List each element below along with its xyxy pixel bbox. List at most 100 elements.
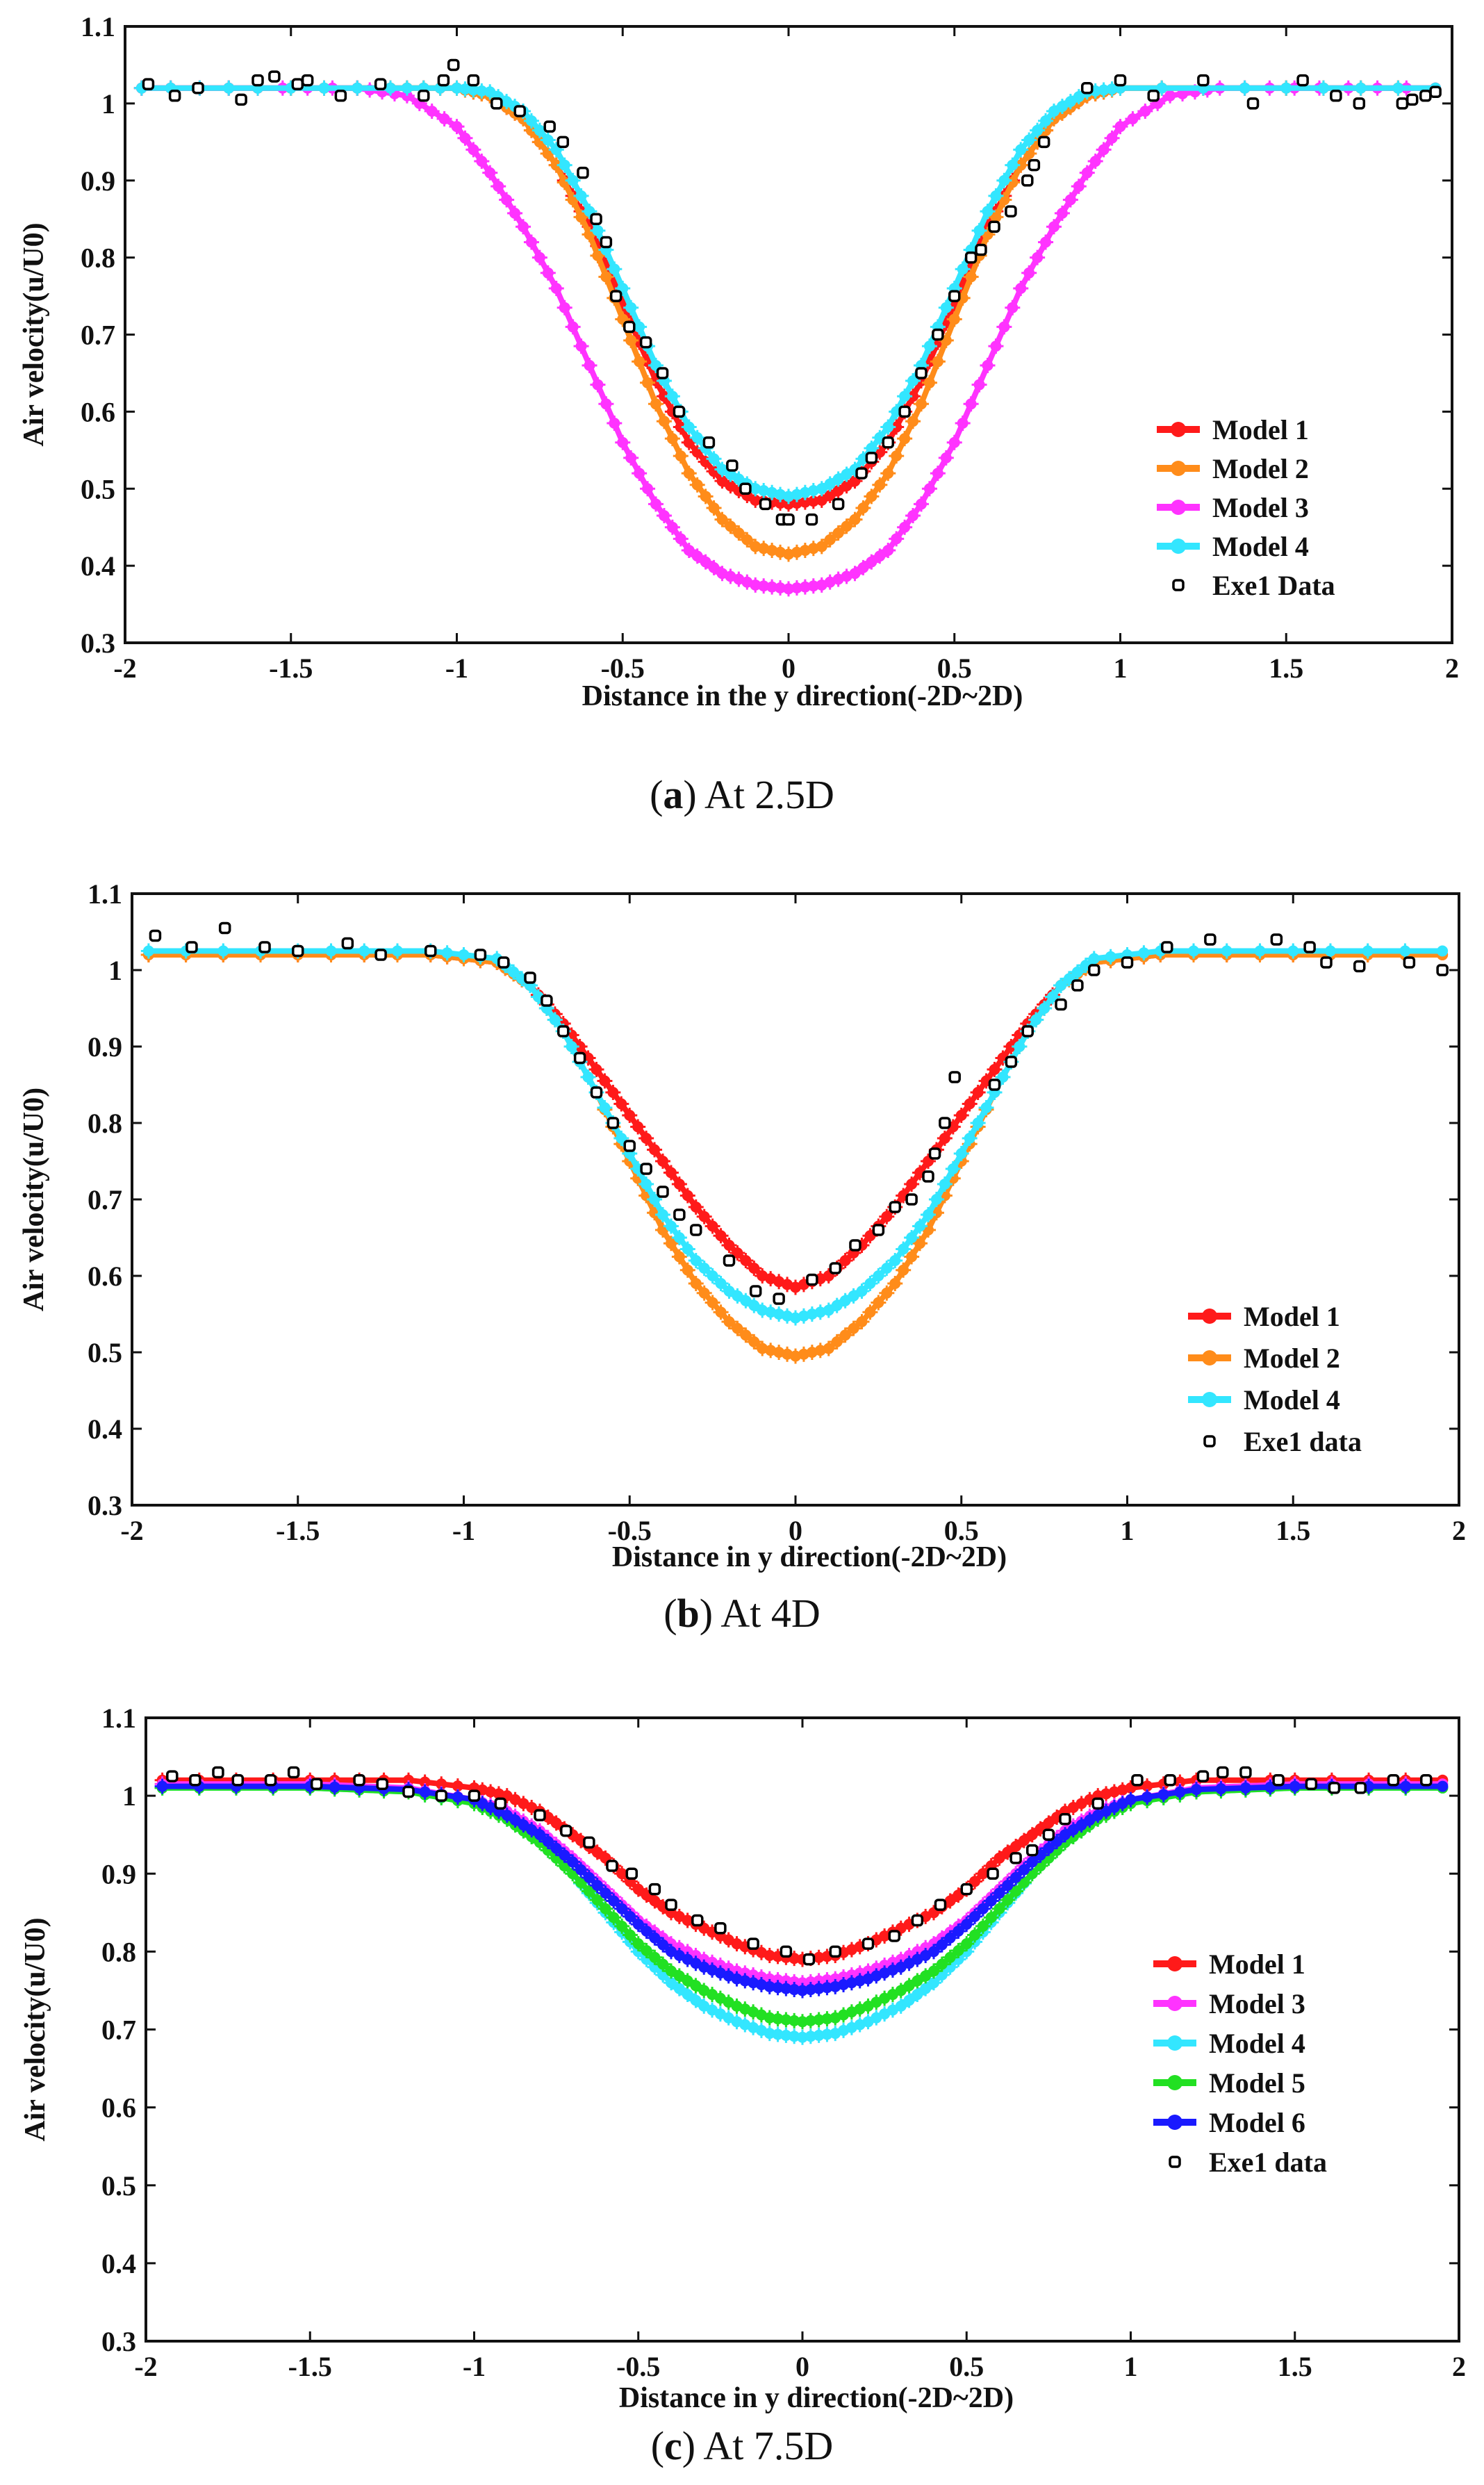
series-marker-star (623, 332, 639, 348)
x-tick-label: -0.5 (616, 2351, 660, 2382)
series-marker-star (1082, 1812, 1098, 1828)
series-marker-star (983, 1910, 999, 1926)
legend-label: Model 4 (1209, 2028, 1305, 2059)
series-marker-star (938, 300, 954, 315)
series-marker-star (499, 1807, 515, 1823)
legend-entry: Model 2 (1188, 1343, 1340, 1374)
data-point (607, 1117, 620, 1129)
series-marker-star (506, 964, 522, 980)
series-marker-star (323, 943, 339, 959)
data-point (418, 90, 430, 102)
series-marker-star (140, 943, 156, 959)
series-marker-star (582, 357, 597, 373)
data-point (513, 105, 526, 117)
data-point (600, 236, 613, 249)
data-point (1164, 1773, 1176, 1787)
series-marker-star (655, 1207, 670, 1222)
series-marker-star (655, 1956, 671, 1972)
data-point (782, 513, 795, 526)
series-marker-star (607, 261, 623, 277)
data-point (374, 78, 387, 90)
data-point (557, 1025, 570, 1038)
series-marker-star (879, 1261, 895, 1276)
series-marker-star (516, 219, 531, 235)
data-point (1436, 964, 1449, 976)
data-point (640, 1163, 652, 1175)
data-point (861, 1937, 875, 1950)
series-marker-star (1028, 1012, 1044, 1028)
series-marker-star (879, 1285, 895, 1301)
series-marker-star (688, 1276, 704, 1291)
data-point (1328, 1782, 1341, 1794)
data-point (855, 467, 868, 479)
data-point (1059, 1813, 1071, 1826)
series-marker-star (671, 1968, 687, 1984)
y-tick-label: 0.5 (81, 473, 115, 505)
series-marker-star (580, 1069, 596, 1085)
series-marker-star (607, 416, 623, 432)
series-marker-star (967, 1908, 983, 1924)
data-point (1042, 1828, 1055, 1841)
caption-c: (c) At 7.5D (650, 2423, 834, 2468)
series-marker-star (978, 1100, 994, 1115)
series-exe1-data (149, 921, 1449, 1305)
y-tick-label: 0.8 (81, 243, 115, 274)
data-point (374, 949, 387, 961)
series-marker-star (1079, 165, 1095, 181)
series-marker-star (556, 157, 572, 173)
series-marker-star (706, 500, 722, 516)
data-point (911, 1914, 924, 1927)
data-point (467, 74, 480, 87)
series-marker-star (1041, 1840, 1057, 1856)
data-point (166, 1770, 179, 1782)
series-marker-star (1012, 1039, 1028, 1054)
data-point (149, 929, 162, 942)
series-marker-star (581, 1869, 597, 1885)
series-marker-star (638, 1131, 654, 1146)
series-marker-star (937, 1131, 953, 1146)
series-marker-star (424, 103, 440, 119)
series-marker-star (996, 172, 1012, 188)
series-marker-star (1030, 122, 1046, 138)
series-marker-star (632, 354, 648, 370)
data-point (747, 1937, 759, 1950)
series-marker-star (681, 419, 697, 435)
series-marker-star (1397, 943, 1413, 959)
series-marker-star (548, 142, 564, 158)
data-point (1204, 933, 1217, 946)
series-marker-star (647, 1949, 663, 1965)
series-marker-star (356, 943, 372, 959)
series-marker-star (1262, 1779, 1278, 1795)
series-marker-star (1030, 249, 1046, 265)
series-marker-star (837, 1327, 853, 1343)
data-point (948, 290, 961, 302)
series-marker-star (930, 466, 946, 482)
data-point (1037, 136, 1050, 149)
series-marker-star (893, 1983, 909, 1999)
series-marker-star (921, 338, 937, 354)
data-point (623, 320, 636, 334)
series-marker-star (1073, 1817, 1089, 1833)
series-marker-star (854, 1283, 870, 1299)
y-axis-label: Air velocity(u/U0) (19, 1917, 51, 2141)
series-marker-star (738, 1327, 754, 1343)
legend-entry: Exe1 data (1203, 1426, 1362, 1457)
legend-label: Model 1 (1209, 1949, 1305, 1980)
series-marker-star (565, 1854, 581, 1870)
data-point (435, 1789, 447, 1802)
data-point (987, 1867, 999, 1880)
x-tick-label: 0 (782, 653, 795, 684)
series-marker-star (872, 548, 888, 564)
legend-entry: Model 3 (1157, 492, 1309, 523)
series-marker-star (1013, 280, 1029, 296)
series-marker-star (540, 1833, 556, 1849)
series-marker-star (523, 113, 539, 129)
data-point (1405, 93, 1419, 106)
series-marker-star (704, 1295, 720, 1311)
data-point (882, 436, 894, 449)
series-marker-star (696, 1285, 712, 1301)
series-marker-star (606, 1910, 622, 1926)
data-point (543, 120, 556, 133)
data-point (291, 78, 304, 90)
data-point (1354, 1782, 1367, 1794)
